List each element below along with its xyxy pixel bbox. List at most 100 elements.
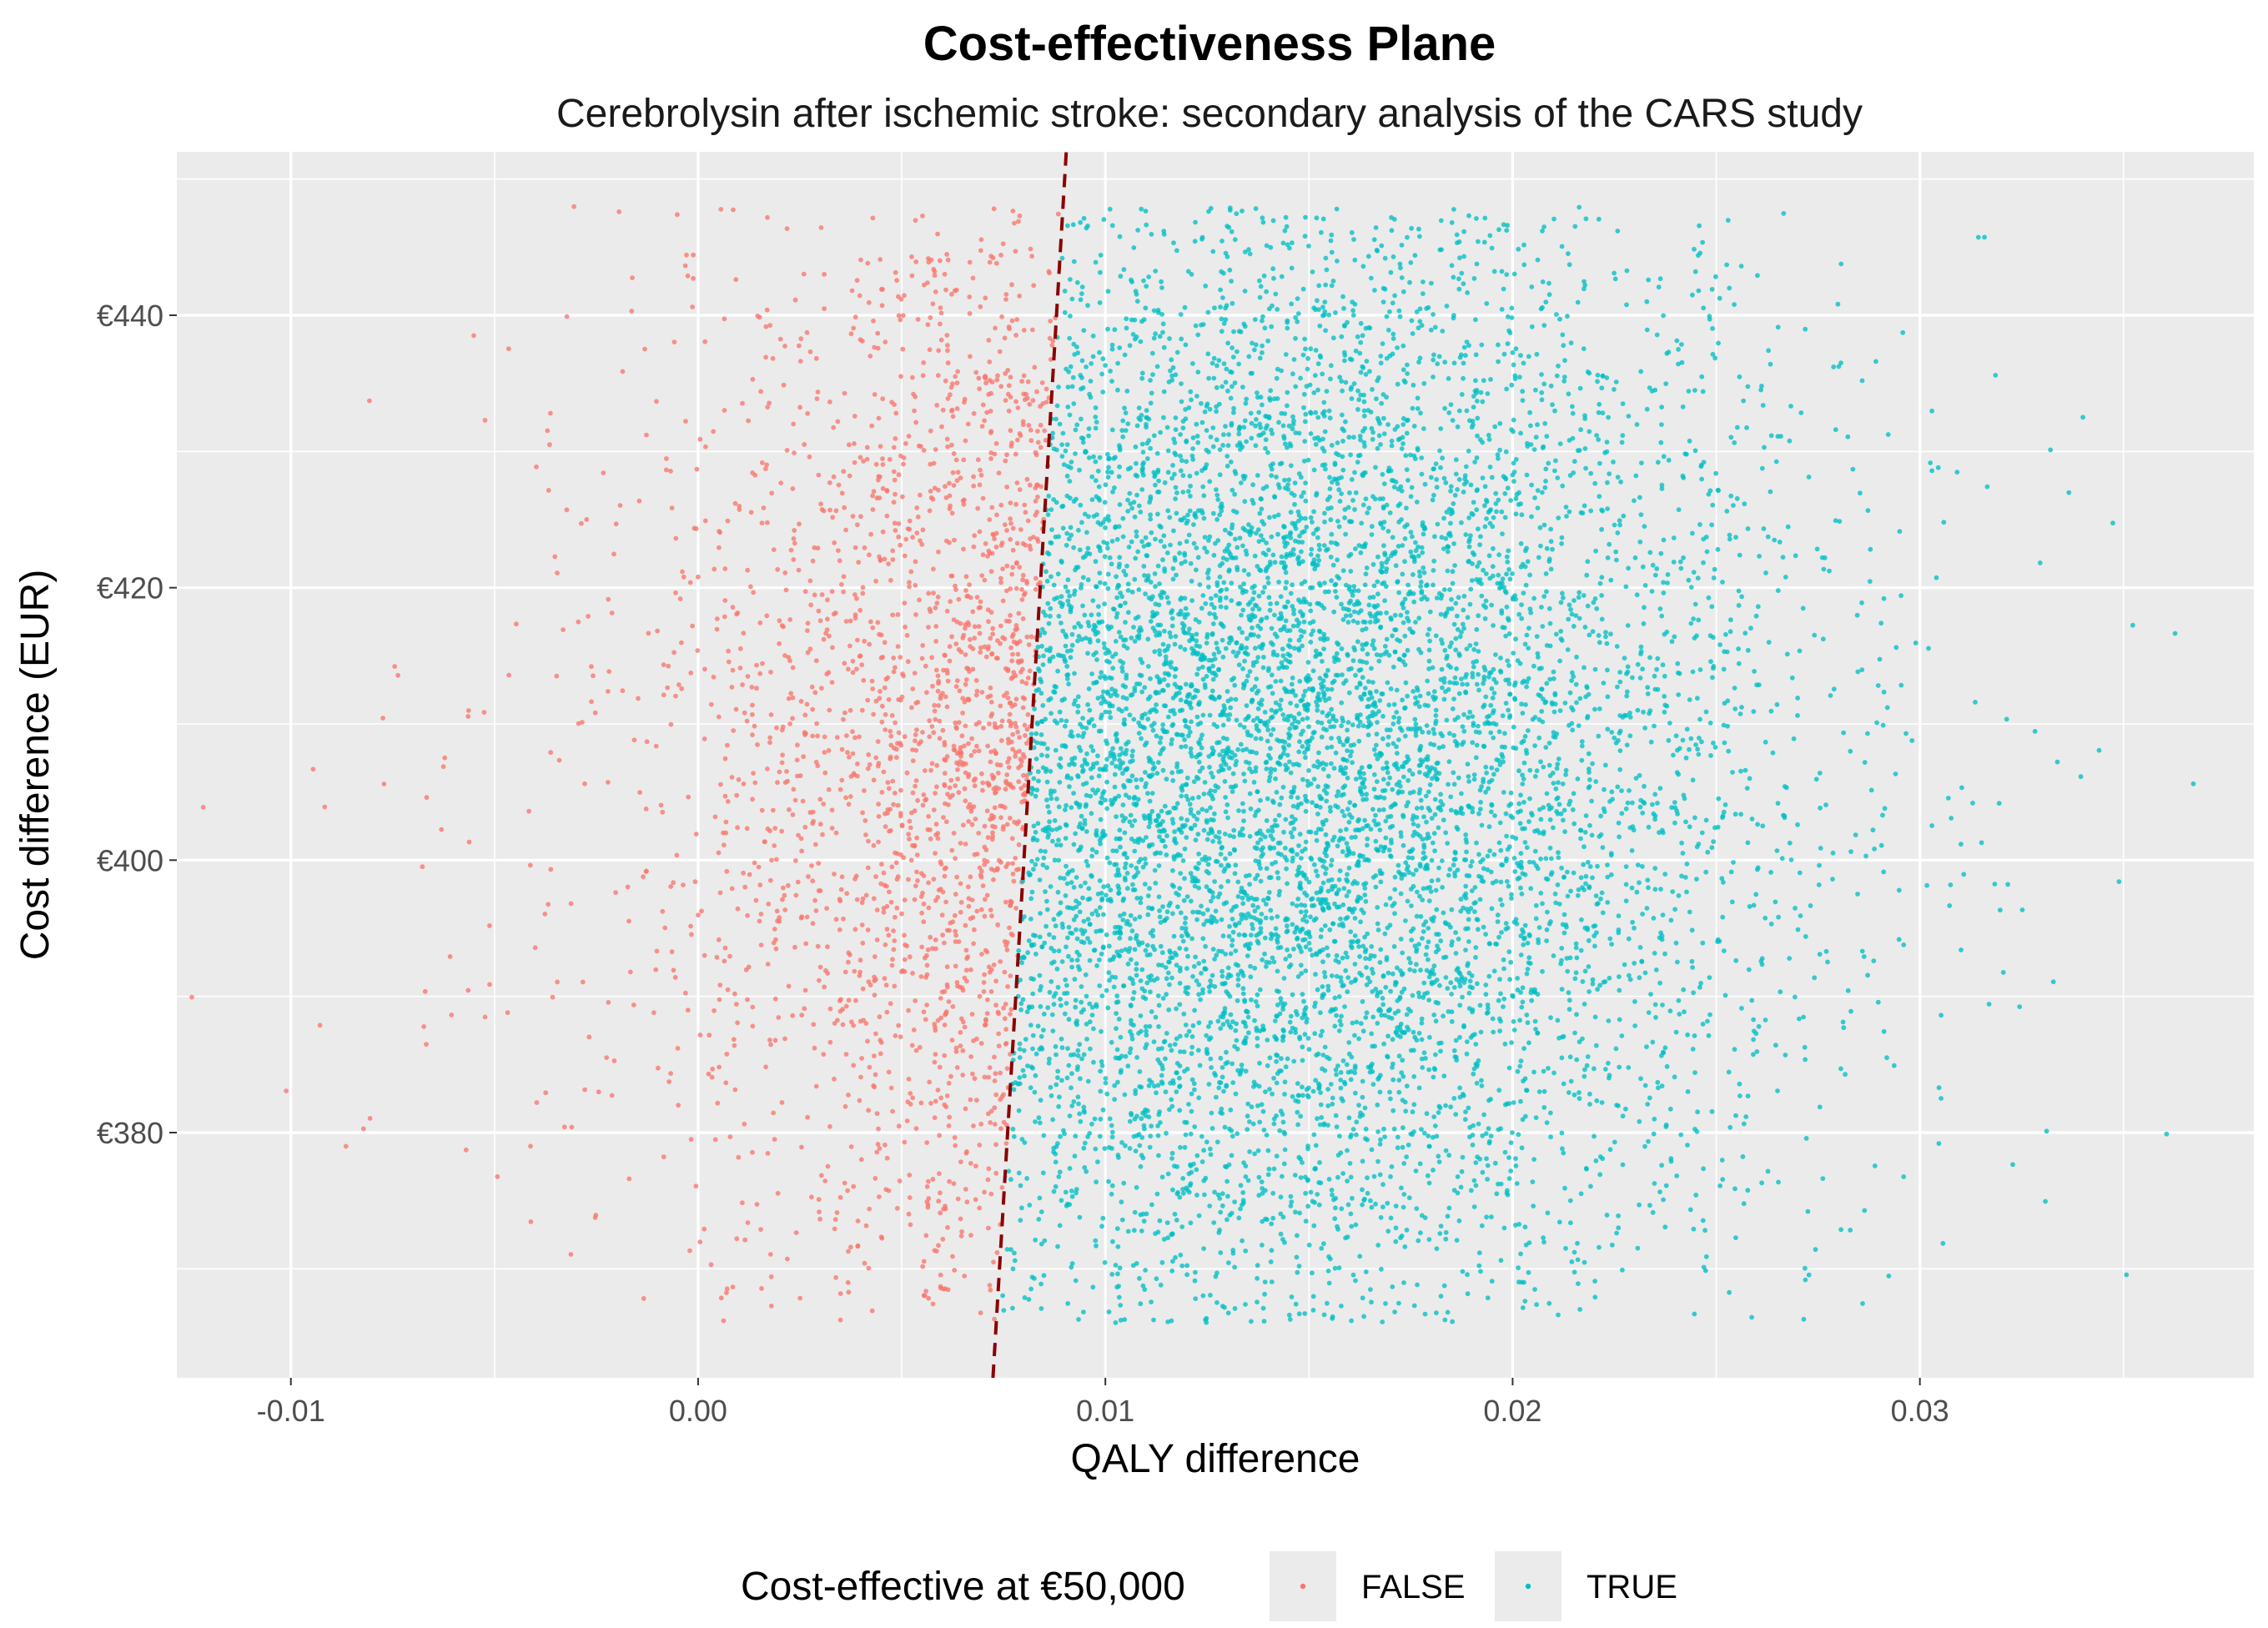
- point-false: [978, 1041, 984, 1046]
- point-true: [1182, 1119, 1188, 1125]
- point-true: [1392, 293, 1397, 299]
- point-true: [1241, 725, 1247, 730]
- point-false: [871, 842, 877, 848]
- point-false: [778, 480, 784, 485]
- point-true: [1395, 751, 1400, 756]
- point-true: [1055, 984, 1061, 990]
- point-true: [1204, 462, 1209, 467]
- point-true: [1127, 819, 1133, 825]
- point-false: [907, 580, 912, 585]
- point-false: [722, 598, 728, 603]
- point-false: [424, 795, 430, 801]
- point-true: [1280, 1214, 1286, 1220]
- point-true: [1446, 759, 1452, 765]
- point-true: [1142, 726, 1147, 731]
- point-false: [691, 252, 696, 258]
- point-true: [1683, 819, 1688, 825]
- point-true: [1253, 999, 1259, 1004]
- point-false: [920, 802, 926, 808]
- point-true: [1590, 981, 1596, 987]
- point-false: [990, 626, 996, 631]
- point-false: [978, 467, 983, 473]
- point-false: [1005, 759, 1010, 765]
- point-false: [543, 1090, 549, 1096]
- point-true: [1056, 837, 1061, 843]
- point-false: [1005, 736, 1011, 742]
- point-false: [881, 769, 887, 775]
- point-false: [871, 711, 876, 717]
- point-true: [1356, 397, 1362, 403]
- point-true: [1776, 914, 1782, 920]
- point-true: [1506, 1176, 1512, 1181]
- point-false: [712, 1007, 717, 1013]
- point-false: [999, 314, 1004, 319]
- point-true: [1681, 475, 1687, 480]
- point-false: [930, 1177, 936, 1182]
- point-false: [883, 1142, 888, 1148]
- point-false: [817, 1216, 822, 1222]
- point-false: [987, 359, 993, 364]
- point-false: [908, 1102, 913, 1107]
- point-true: [1164, 595, 1170, 600]
- point-true: [1855, 669, 1861, 675]
- point-true: [1573, 970, 1579, 976]
- point-false: [795, 742, 800, 748]
- point-true: [1791, 736, 1797, 741]
- point-true: [1676, 771, 1681, 777]
- point-true: [1353, 977, 1359, 982]
- point-false: [827, 507, 832, 513]
- point-false: [937, 736, 943, 741]
- point-false: [943, 1104, 949, 1109]
- point-false: [992, 536, 997, 541]
- point-true: [1056, 1103, 1061, 1109]
- point-true: [1137, 1143, 1143, 1148]
- point-true: [1602, 1067, 1608, 1072]
- point-true: [1752, 669, 1758, 674]
- point-true: [1727, 629, 1733, 635]
- point-false: [727, 1134, 733, 1139]
- point-true: [1169, 665, 1174, 670]
- point-false: [957, 984, 963, 990]
- point-false: [943, 378, 948, 384]
- point-true: [1345, 748, 1350, 753]
- point-false: [967, 636, 973, 642]
- point-false: [850, 751, 856, 756]
- point-false: [714, 626, 720, 632]
- point-false: [896, 472, 902, 478]
- point-false: [946, 1080, 952, 1086]
- point-false: [781, 885, 786, 891]
- point-true: [1223, 646, 1229, 651]
- point-false: [837, 558, 842, 564]
- point-true: [1395, 862, 1401, 868]
- point-true: [1380, 1204, 1385, 1210]
- point-true: [1602, 809, 1607, 815]
- point-false: [767, 740, 772, 746]
- point-false: [869, 678, 875, 684]
- point-true: [1224, 586, 1230, 592]
- point-false: [886, 1069, 892, 1075]
- point-false: [921, 902, 927, 907]
- point-true: [1219, 504, 1225, 510]
- point-false: [651, 1010, 656, 1015]
- point-false: [963, 723, 968, 729]
- point-false: [1055, 211, 1061, 217]
- point-true: [1381, 431, 1387, 436]
- point-true: [1542, 700, 1548, 706]
- point-true: [1006, 1168, 1012, 1174]
- point-true: [1068, 525, 1074, 530]
- point-false: [1033, 512, 1038, 518]
- point-false: [984, 892, 990, 898]
- point-true: [1208, 898, 1214, 904]
- point-true: [1325, 952, 1331, 958]
- point-false: [855, 1244, 861, 1249]
- point-false: [940, 727, 946, 733]
- point-true: [1199, 605, 1204, 611]
- point-false: [653, 967, 659, 972]
- point-false: [746, 418, 751, 424]
- point-false: [847, 473, 852, 479]
- point-true: [1262, 710, 1268, 715]
- point-true: [1114, 848, 1119, 854]
- point-true: [1466, 917, 1471, 922]
- point-false: [715, 1100, 721, 1106]
- point-true: [1667, 721, 1672, 726]
